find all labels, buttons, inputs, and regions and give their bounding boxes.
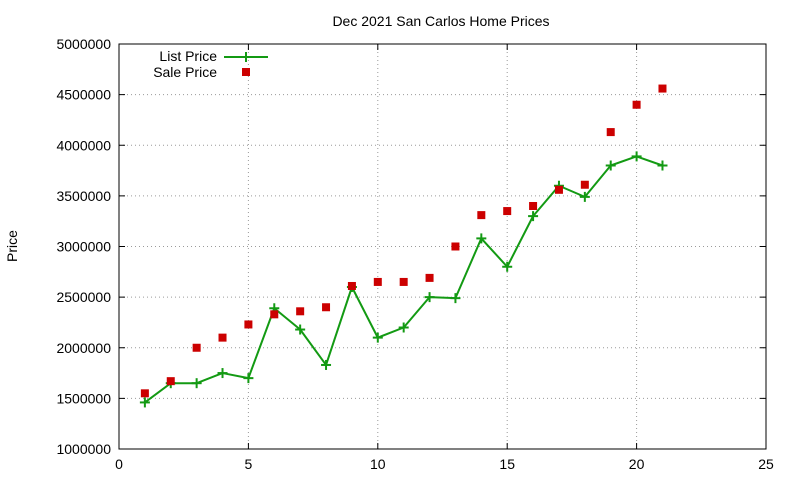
data-point-sale-price bbox=[477, 211, 486, 220]
data-point-list-price bbox=[139, 397, 150, 408]
data-point-list-price bbox=[295, 324, 306, 335]
y-tick-label: 3500000 bbox=[56, 188, 111, 204]
data-point-sale-price bbox=[580, 180, 589, 189]
data-point-sale-price bbox=[658, 84, 667, 93]
data-point-list-price bbox=[424, 292, 435, 303]
data-point-list-price bbox=[243, 373, 254, 384]
data-point-list-price bbox=[398, 322, 409, 333]
x-tick-label: 5 bbox=[245, 456, 253, 472]
data-point-sale-price bbox=[632, 100, 641, 109]
x-tick-label: 20 bbox=[629, 456, 645, 472]
y-tick-label: 3000000 bbox=[56, 239, 111, 255]
data-point-sale-price bbox=[192, 343, 201, 352]
data-point-list-price bbox=[579, 191, 590, 202]
ticks: 0 5 10 15 20 25 1000000 1500000 2000000 2500000 30… bbox=[56, 36, 774, 472]
data-point-list-price bbox=[657, 160, 668, 171]
data-point-sale-price bbox=[425, 273, 434, 282]
x-tick-label: 0 bbox=[115, 456, 123, 472]
legend-label-sale-price: Sale Price bbox=[153, 64, 217, 80]
series-sale-price bbox=[140, 84, 667, 398]
plot-frame bbox=[118, 43, 767, 450]
y-axis-label: Price bbox=[4, 230, 20, 262]
data-point-sale-price bbox=[218, 333, 227, 342]
data-point-list-price bbox=[321, 359, 332, 370]
data-point-list-price bbox=[191, 378, 202, 389]
series-layer bbox=[139, 84, 668, 408]
y-tick-label: 1000000 bbox=[56, 441, 111, 457]
grid bbox=[119, 44, 766, 449]
legend-list-price-marker bbox=[241, 52, 251, 62]
legend-sale-price-marker bbox=[242, 68, 250, 76]
x-tick-label: 15 bbox=[499, 456, 515, 472]
chart-title: Dec 2021 San Carlos Home Prices bbox=[332, 13, 549, 29]
data-point-sale-price bbox=[606, 128, 615, 137]
y-tick-label: 4500000 bbox=[56, 87, 111, 103]
series-list-price bbox=[139, 151, 668, 408]
y-tick-label: 2500000 bbox=[56, 289, 111, 305]
data-point-list-price bbox=[528, 211, 539, 222]
data-point-sale-price bbox=[166, 377, 175, 386]
y-tick-label: 5000000 bbox=[56, 36, 111, 52]
data-point-sale-price bbox=[399, 277, 408, 286]
data-point-list-price bbox=[217, 368, 228, 379]
data-point-list-price bbox=[450, 293, 461, 304]
data-point-sale-price bbox=[322, 303, 331, 312]
data-point-sale-price bbox=[373, 277, 382, 286]
data-point-list-price bbox=[631, 151, 642, 162]
y-tick-label: 4000000 bbox=[56, 137, 111, 153]
data-point-sale-price bbox=[270, 310, 279, 319]
y-tick-label: 1500000 bbox=[56, 390, 111, 406]
data-point-list-price bbox=[372, 332, 383, 343]
data-point-sale-price bbox=[347, 281, 356, 290]
data-point-sale-price bbox=[296, 307, 305, 316]
data-point-list-price bbox=[605, 160, 616, 171]
data-point-sale-price bbox=[503, 207, 512, 216]
data-point-sale-price bbox=[140, 389, 149, 398]
legend: List Price Sale Price bbox=[153, 48, 268, 80]
data-point-sale-price bbox=[244, 320, 253, 329]
data-point-sale-price bbox=[451, 242, 460, 251]
data-point-sale-price bbox=[529, 202, 538, 210]
x-tick-label: 10 bbox=[370, 456, 386, 472]
data-point-list-price bbox=[476, 233, 487, 244]
legend-label-list-price: List Price bbox=[159, 48, 217, 64]
x-tick-label: 25 bbox=[758, 456, 774, 472]
y-tick-label: 2000000 bbox=[56, 340, 111, 356]
data-point-list-price bbox=[502, 261, 513, 272]
data-point-sale-price bbox=[554, 185, 563, 194]
